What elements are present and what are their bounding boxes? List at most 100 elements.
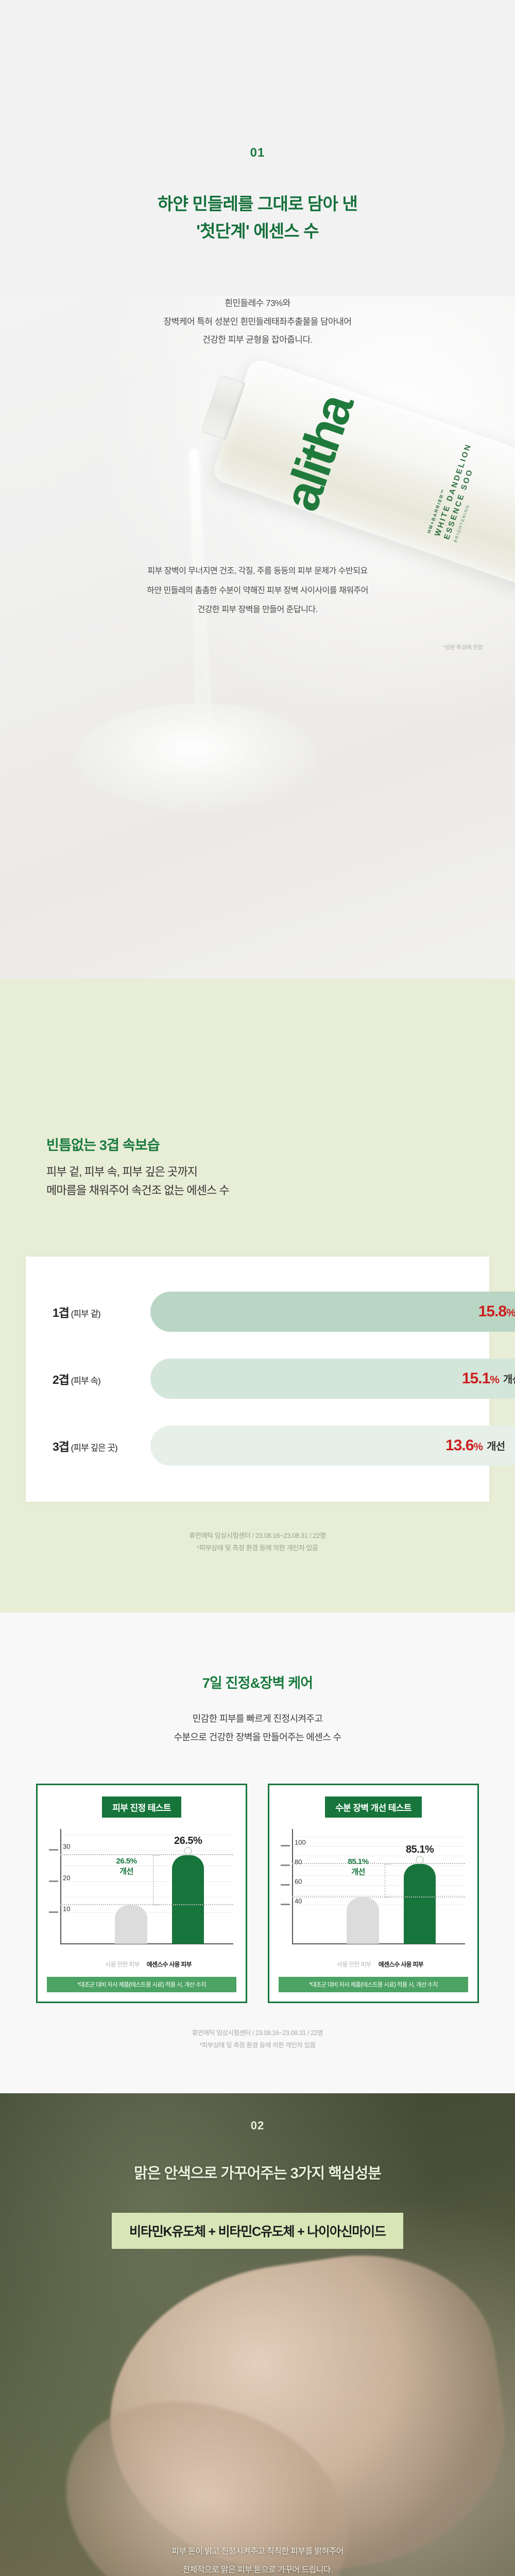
product-photo: alitha HM+BARRIER™ WHITE DANDELION ESSEN… <box>0 296 515 979</box>
chart-gridline-minor <box>292 1875 465 1876</box>
three-layer-row-label-sub: (피부 깊은 곳) <box>68 1443 118 1453</box>
chart-caption: *대조군 대비 자사 제품(테스트용 시료) 적용 시, 개선 수치 <box>47 1977 236 1993</box>
chart-y-tick-label: 10 <box>63 1905 71 1913</box>
chart-gridline <box>292 1885 465 1886</box>
three-layer-bar-value: 15.1% <box>461 1369 500 1387</box>
chart-bar-control <box>115 1905 148 1944</box>
chart-top-value-label: 85.1% <box>406 1844 434 1856</box>
clinical-charts: 피부 진정 테스트 30 20 10 26.5% 26.5% 개선 사용 안한 피부 에센스수 … <box>36 1784 479 2004</box>
three-layer-foot-line1: 휴먼에틱 임상시험센터 / 23.08.16~23.08.31 / 22명 <box>189 1531 326 1539</box>
chart-bar-test <box>403 1864 436 1944</box>
chart-x-labels: 사용 안한 피부 에센스수 사용 피부 <box>47 1960 236 1969</box>
section-01-body-line1: 피부 장벽이 무너지면 건조, 각질, 주름 등등의 피부 문제가 수반되요 <box>147 567 368 575</box>
chart-y-tick-label: 20 <box>63 1874 71 1882</box>
section-seven-day-care: 7일 진정&장벽 케어 민감한 피부를 빠르게 진정시켜주고 수분으로 건강한 … <box>0 1613 515 2093</box>
section-02-ingredients: 02 맑은 안색으로 가꾸어주는 3가지 핵심성분 비타민K유도체 + 비타민C… <box>0 2093 515 2576</box>
seven-day-title: 7일 진정&장벽 케어 <box>202 1675 313 1691</box>
section-01-title-line1: 하얀 민들레를 그대로 담아 낸 <box>157 194 358 213</box>
chart-x-axis <box>60 1943 233 1945</box>
chart-delta-label: 26.5% 개선 <box>116 1856 138 1877</box>
chart-y-tick-label: 80 <box>295 1858 302 1866</box>
three-layer-row-label-main: 2겹 <box>53 1372 70 1386</box>
three-layer-bar: 13.6% 개선 <box>150 1425 515 1466</box>
section-01-title-line2: '첫단계' 에센스 수 <box>196 222 319 241</box>
chart-x-axis <box>292 1943 465 1945</box>
clinical-chart: 피부 진정 테스트 30 20 10 26.5% 26.5% 개선 사용 안한 피부 에센스수 … <box>36 1784 247 2004</box>
three-layer-bar-unit: % <box>473 1440 483 1453</box>
three-layer-foot-line2: *피부상태 및 측정 환경 등에 의한 개인차 있음 <box>197 1544 318 1552</box>
three-layer-sub-line1: 피부 겉, 피부 속, 피부 깊은 곳까지 <box>46 1165 198 1179</box>
chart-delta-brace <box>153 1855 160 1905</box>
three-layer-row-label: 2겹 (피부 속) <box>53 1370 150 1387</box>
three-layer-row-label-sub: (피부 속) <box>68 1376 101 1386</box>
chart-reference-line <box>60 1904 233 1905</box>
section-02-body-line2: 전체적으로 맑은 피부 톤으로 가꾸어 드립니다. <box>182 2565 333 2574</box>
chart-plot-area: 100 80 60 40 85.1% 85.1% 개선 <box>279 1829 468 1958</box>
chart-bar-test <box>171 1855 204 1944</box>
section-01-body: 피부 장벽이 무너지면 건조, 각질, 주름 등등의 피부 문제가 수반되요 하… <box>0 562 515 620</box>
section-01-sub-line2: 장벽케어 특허 성분인 흰민들레태좌추출물을 담아내어 <box>163 316 352 327</box>
three-layer-bar: 15.1%개선 <box>150 1358 515 1399</box>
three-layer-heading-block: 빈틈없는 3겹 속보습 피부 겉, 피부 속, 피부 깊은 곳까지 메마름을 채… <box>46 1136 469 1200</box>
section-01-body-line2: 하얀 민들레의 촘촘한 수분이 약해진 피부 장벽 사이사이를 채워주어 <box>147 586 368 595</box>
chart-gridline <box>60 1912 233 1913</box>
liquid-puddle <box>77 703 319 811</box>
clinical-chart: 수분 장벽 개선 테스트 100 80 60 40 85.1% 85.1% 개선 사용 안한 피… <box>268 1784 479 2004</box>
section-01-header: 01 하얀 민들레를 그대로 담아 낸 '첫단계' 에센스 수 흰민들레수 73… <box>0 0 515 349</box>
chart-title-badge: 피부 진정 테스트 <box>102 1797 181 1818</box>
three-layer-row-label-sub: (피부 겉) <box>68 1309 101 1319</box>
section-02-ingredient-chip: 비타민K유도체 + 비타민C유도체 + 나이아신마이드 <box>112 2212 403 2249</box>
chart-y-axis <box>292 1829 293 1945</box>
chart-delta-brace <box>385 1864 391 1897</box>
chart-delta-value: 85.1% <box>348 1857 369 1866</box>
three-layer-bar-word: 개선 <box>487 1441 505 1453</box>
three-layer-bar: 15.8%개선 <box>150 1291 515 1332</box>
chart-x-label-test: 에센스수 사용 피부 <box>146 1961 192 1969</box>
three-layer-row-label-main: 1겹 <box>53 1306 70 1319</box>
chart-title-badge: 수분 장벽 개선 테스트 <box>325 1797 422 1818</box>
chart-value-marker <box>416 1856 424 1865</box>
bottle-neck <box>200 374 246 441</box>
seven-day-subtext: 민감한 피부를 빠르게 진정시켜주고 수분으로 건강한 장벽을 만들어주는 에센… <box>0 1709 515 1747</box>
three-layer-bar-value: 15.8% <box>478 1302 515 1320</box>
section-three-layer-moisture: 빈틈없는 3겹 속보습 피부 겉, 피부 속, 피부 깊은 곳까지 메마름을 채… <box>0 979 515 1613</box>
three-layer-row-label: 1겹 (피부 겉) <box>53 1303 150 1320</box>
section-01-subtext: 흰민들레수 73%와 장벽케어 특허 성분인 흰민들레태좌추출물을 담아내어 건… <box>0 294 515 349</box>
three-layer-row: 3겹 (피부 깊은 곳) 13.6% 개선 <box>53 1425 515 1466</box>
chart-y-tick-label: 40 <box>295 1897 302 1905</box>
seven-day-foot-line2: *피부상태 및 측정 환경 등에 의한 개인차 있음 <box>199 2042 316 2049</box>
chart-y-tick-label: 60 <box>295 1877 302 1886</box>
bottle-label-text: HM+BARRIER™ WHITE DANDELION ESSENCE SOO … <box>426 440 489 543</box>
three-layer-bar-value: 13.6% <box>445 1436 483 1454</box>
chart-top-value-label: 26.5% <box>174 1835 202 1847</box>
chart-x-label-control: 사용 안한 피부 <box>337 1961 371 1969</box>
section-01-body-line3: 건강한 피부 장벽을 만들어 준답니다. <box>197 605 318 615</box>
chart-delta-value: 26.5% <box>116 1856 138 1866</box>
chart-reference-line <box>292 1896 465 1897</box>
three-layer-bar-word: 개선 <box>503 1374 515 1386</box>
chart-y-tick <box>49 1880 58 1882</box>
three-layer-title: 빈틈없는 3겹 속보습 <box>46 1138 160 1153</box>
chart-y-axis <box>60 1829 61 1945</box>
three-layer-sub-line2: 메마름을 채워주어 속건조 없는 에센스 수 <box>46 1184 230 1197</box>
section-01-title: 하얀 민들레를 그대로 담아 낸 '첫단계' 에센스 수 <box>0 190 515 245</box>
section-01-sub-line1: 흰민들레수 73%와 <box>225 298 290 308</box>
three-layer-row-label: 3겹 (피부 깊은 곳) <box>53 1437 150 1454</box>
three-layer-bar-unit: % <box>490 1374 500 1386</box>
three-layer-row: 1겹 (피부 겉)15.8%개선 <box>53 1291 515 1332</box>
chart-y-tick <box>49 1849 58 1851</box>
three-layer-bar-unit: % <box>506 1307 515 1319</box>
chart-y-tick <box>281 1903 290 1905</box>
chart-bar-control <box>347 1897 380 1944</box>
three-layer-subtext: 피부 겉, 피부 속, 피부 깊은 곳까지 메마름을 채워주어 속건조 없는 에… <box>46 1163 469 1199</box>
chart-y-tick <box>281 1845 290 1847</box>
chart-reference-line <box>60 1854 233 1856</box>
section-01-intro: 01 하얀 민들레를 그대로 담아 낸 '첫단계' 에센스 수 흰민들레수 73… <box>0 0 515 979</box>
chart-y-tick-label: 30 <box>63 1842 71 1851</box>
section-02-number: 02 <box>250 2119 265 2132</box>
section-02-title: 맑은 안색으로 가꾸어주는 3가지 핵심성분 <box>134 2165 382 2182</box>
chart-delta-word: 개선 <box>119 1867 133 1876</box>
chart-y-tick-label: 100 <box>295 1838 306 1846</box>
chart-x-label-test: 에센스수 사용 피부 <box>378 1961 424 1969</box>
